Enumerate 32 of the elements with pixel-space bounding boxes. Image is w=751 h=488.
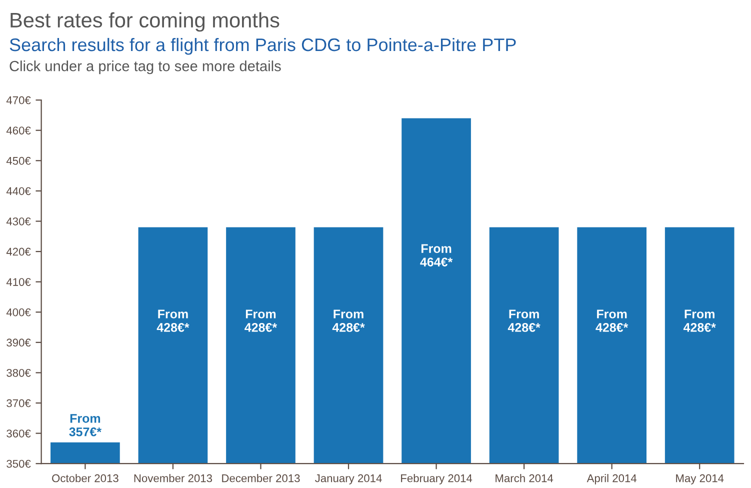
y-tick-label: 470€ bbox=[6, 96, 31, 104]
data-label: From 357€* bbox=[69, 414, 102, 436]
x-tick-label: November 2013 bbox=[134, 474, 212, 482]
x-tick-label: May 2014 bbox=[676, 474, 724, 484]
x-tick-label: April 2014 bbox=[586, 474, 637, 484]
y-tick-label: 390€ bbox=[6, 338, 31, 347]
data-label: From 428€* bbox=[156, 310, 190, 332]
data-label: From 428€* bbox=[244, 310, 278, 332]
y-tick-label: 350€ bbox=[6, 460, 31, 468]
y-tick-label: 370€ bbox=[6, 399, 31, 408]
data-label: From 428€* bbox=[332, 310, 365, 332]
y-tick-label: 400€ bbox=[6, 308, 31, 316]
x-tick-label: January 2014 bbox=[315, 474, 382, 484]
y-tick-label: 420€ bbox=[6, 248, 31, 256]
y-tick-label: 460€ bbox=[6, 126, 31, 134]
y-tick-label: 440€ bbox=[6, 187, 31, 196]
y-tick-label: 450€ bbox=[6, 156, 31, 165]
x-tick-label: December 2013 bbox=[222, 474, 300, 482]
x-tick-label: March 2014 bbox=[496, 474, 554, 482]
data-label: From 464€* bbox=[420, 244, 453, 266]
y-tick-label: 360€ bbox=[6, 430, 31, 438]
data-label: From 428€* bbox=[596, 310, 628, 332]
y-tick-label: 430€ bbox=[6, 217, 31, 226]
x-tick-label: February 2014 bbox=[401, 474, 472, 484]
x-tick-label: October 2013 bbox=[52, 474, 118, 482]
chart-title: Best rates for coming months bbox=[10, 12, 280, 32]
data-label: From 428€* bbox=[508, 310, 540, 332]
y-tick-label: 410€ bbox=[6, 278, 31, 286]
data-label: From 428€* bbox=[683, 310, 716, 332]
text: Click under a price tag to see more details bbox=[10, 60, 281, 74]
y-tick-label: 380€ bbox=[6, 368, 31, 377]
chart-subtitle: Search results for a flight from Paris CDG to Pointe-a-Pitre PTP bbox=[10, 38, 516, 55]
